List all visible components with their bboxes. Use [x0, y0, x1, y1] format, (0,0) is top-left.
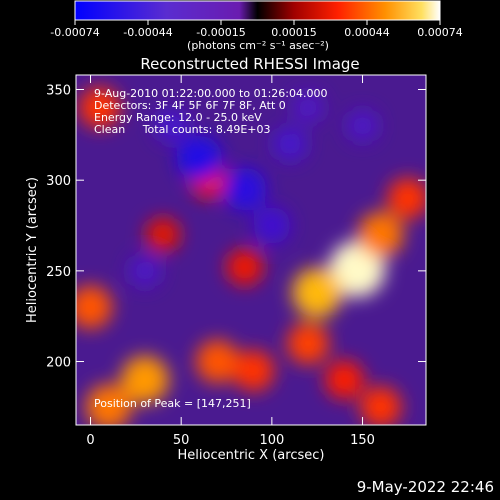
heatmap-features — [76, 87, 426, 425]
heatmap-feature-21 — [128, 254, 162, 288]
annotation-clean-counts: Clean Total counts: 8.49E+03 — [94, 123, 271, 136]
heatmap-feature-8 — [233, 350, 275, 392]
plot-area: 0 50 100 150 200 250 300 350 — [46, 74, 427, 448]
plot-frame — [75, 74, 427, 426]
x-tick-label: 50 — [173, 433, 190, 448]
annotation-block: 9-Aug-2010 01:22:00.000 to 01:26:04.000 … — [94, 87, 328, 136]
peak-position-label: Position of Peak = [147,251] — [94, 397, 251, 410]
heatmap-feature-1 — [292, 267, 343, 318]
colorbar-tick-label: 0.00015 — [271, 26, 317, 39]
heatmap-feature-20 — [154, 108, 190, 144]
colorbar-tick-label: -0.00074 — [50, 26, 99, 39]
x-tick-label: 150 — [350, 433, 375, 448]
heatmap-feature-5 — [76, 285, 113, 329]
heatmap-feature-17 — [223, 167, 267, 211]
heatmap-feature-15 — [360, 386, 402, 425]
colorbar-unit-label: (photons cm⁻² s⁻¹ asec⁻²) — [187, 39, 329, 52]
date-stamp: 9-May-2022 22:46 — [356, 478, 494, 496]
axis-ticks: 0 50 100 150 200 250 300 350 — [46, 75, 426, 448]
heatmap-feature-3 — [120, 355, 169, 404]
heatmap-feature-14 — [145, 217, 181, 253]
x-tick-label: 100 — [259, 433, 284, 448]
chart-title: Reconstructed RHESSI Image — [140, 55, 359, 73]
heatmap-feature-19 — [272, 126, 308, 162]
annotation-energy-range: Energy Range: 12.0 - 25.0 keV — [94, 111, 262, 124]
heatmap-feature-2 — [357, 211, 404, 258]
annotation-detectors: Detectors: 3F 4F 5F 6F 7F 8F, Att 0 — [94, 99, 286, 112]
y-tick-label: 250 — [46, 265, 71, 280]
colorbar-gradient — [74, 0, 441, 21]
heatmap-feature-13 — [226, 248, 264, 286]
colorbar: -0.00074 -0.00044 -0.00015 0.00015 0.00044 0.… — [50, 0, 463, 52]
heatmap-feature-22 — [346, 109, 379, 143]
heatmap-feature-9 — [387, 177, 426, 219]
heatmap-feature-16 — [176, 135, 223, 182]
colorbar-tick-label: 0.00044 — [344, 26, 390, 39]
y-tick-label: 350 — [46, 84, 71, 99]
heatmap-feature-4 — [85, 384, 132, 425]
heatmap-feature-23 — [292, 91, 324, 124]
heatmap-feature-7 — [195, 339, 240, 384]
heatmap-feature-6 — [79, 87, 121, 129]
colorbar-tick-label: -0.00015 — [196, 26, 245, 39]
heatmap-feature-11 — [324, 360, 364, 400]
colorbar-tick-label: 0.00074 — [417, 26, 463, 39]
x-axis-label: Heliocentric X (arcsec) — [178, 448, 325, 463]
x-tick-label: 0 — [86, 433, 94, 448]
heatmap-feature-18 — [253, 207, 291, 244]
heatmap-feature-10 — [287, 322, 330, 365]
y-axis-label: Heliocentric Y (arcsec) — [25, 177, 40, 323]
colorbar-ticks: -0.00074 -0.00044 -0.00015 0.00015 0.00044 0.… — [50, 20, 463, 39]
y-tick-label: 200 — [46, 356, 71, 371]
colorbar-tick-label: -0.00044 — [123, 26, 172, 39]
annotation-time-range: 9-Aug-2010 01:22:00.000 to 01:26:04.000 — [94, 87, 328, 100]
y-tick-label: 300 — [46, 174, 71, 189]
